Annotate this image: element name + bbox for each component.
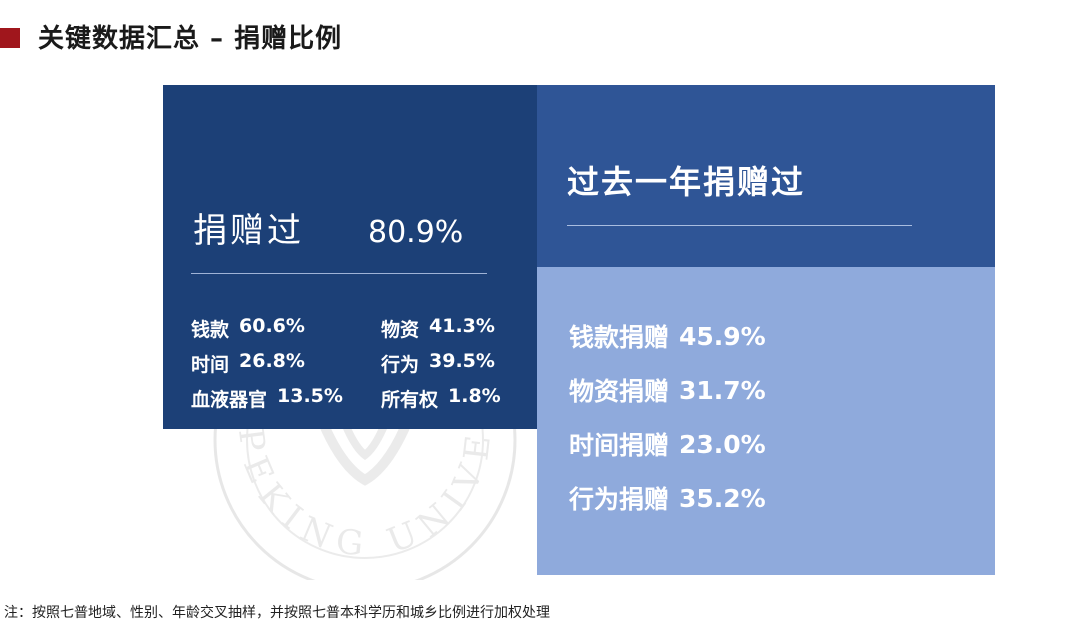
university-seal-watermark: PEKING UNIVE (213, 330, 517, 580)
past-year-list-panel: 钱款捐赠 45.9% 物资捐赠 31.7% 时间捐赠 23.0% 行为捐赠 35… (537, 267, 995, 575)
stat-item: 钱款 60.6% (191, 315, 381, 342)
stat-value: 13.5% (277, 385, 343, 407)
list-item: 行为捐赠 35.2% (569, 471, 766, 525)
stat-value: 26.8% (239, 350, 305, 372)
donated-label: 捐赠过 (193, 211, 304, 251)
slide-title: 关键数据汇总 – 捐赠比例 (38, 24, 343, 54)
stat-name: 血液器官 (191, 389, 268, 411)
total-donation-panel: 捐赠过 80.9% 钱款 60.6% 物资 41.3% 时间 26.8% 行为 … (163, 85, 537, 429)
stat-value: 60.6% (239, 315, 305, 337)
divider (567, 225, 912, 226)
stat-row: 钱款 60.6% 物资 41.3% (191, 311, 521, 346)
list-item: 时间捐赠 23.0% (569, 417, 766, 471)
stat-item: 所有权 1.8% (381, 385, 501, 412)
divider (191, 273, 487, 274)
stat-name: 所有权 (381, 389, 439, 411)
item-name: 物资捐赠 (569, 377, 670, 406)
stat-value: 1.8% (448, 385, 501, 407)
stat-name: 时间 (191, 354, 230, 376)
list-item: 钱款捐赠 45.9% (569, 309, 766, 363)
item-name: 钱款捐赠 (569, 323, 670, 352)
item-value: 45.9% (679, 321, 766, 351)
item-value: 35.2% (679, 483, 766, 513)
title-marker (0, 28, 20, 48)
donated-summary: 捐赠过 80.9% (193, 203, 463, 252)
stat-value: 41.3% (429, 315, 495, 337)
item-value: 23.0% (679, 429, 766, 459)
item-name: 时间捐赠 (569, 431, 670, 460)
stat-name: 行为 (381, 354, 420, 376)
stat-item: 时间 26.8% (191, 350, 381, 377)
watermark-text: PEKING UNIVE (230, 423, 490, 565)
donation-type-grid: 钱款 60.6% 物资 41.3% 时间 26.8% 行为 39.5% 血液器官… (191, 311, 521, 416)
stat-name: 物资 (381, 319, 420, 341)
past-year-header-panel: 过去一年捐赠过 (537, 85, 995, 267)
svg-text:PEKING UNIVE: PEKING UNIVE (230, 423, 500, 565)
stat-value: 39.5% (429, 350, 495, 372)
stat-name: 钱款 (191, 319, 230, 341)
stat-item: 行为 39.5% (381, 350, 495, 377)
stat-row: 血液器官 13.5% 所有权 1.8% (191, 381, 521, 416)
stat-row: 时间 26.8% 行为 39.5% (191, 346, 521, 381)
footnote: 注：按照七普地域、性别、年龄交叉抽样，并按照七普本科学历和城乡比例进行加权处理 (4, 605, 550, 621)
item-value: 31.7% (679, 375, 766, 405)
item-name: 行为捐赠 (569, 485, 670, 514)
past-year-title: 过去一年捐赠过 (567, 163, 806, 201)
list-item: 物资捐赠 31.7% (569, 363, 766, 417)
donated-value: 80.9% (368, 215, 464, 250)
past-year-list: 钱款捐赠 45.9% 物资捐赠 31.7% 时间捐赠 23.0% 行为捐赠 35… (569, 309, 766, 525)
stat-item: 血液器官 13.5% (191, 385, 381, 412)
stat-item: 物资 41.3% (381, 315, 495, 342)
